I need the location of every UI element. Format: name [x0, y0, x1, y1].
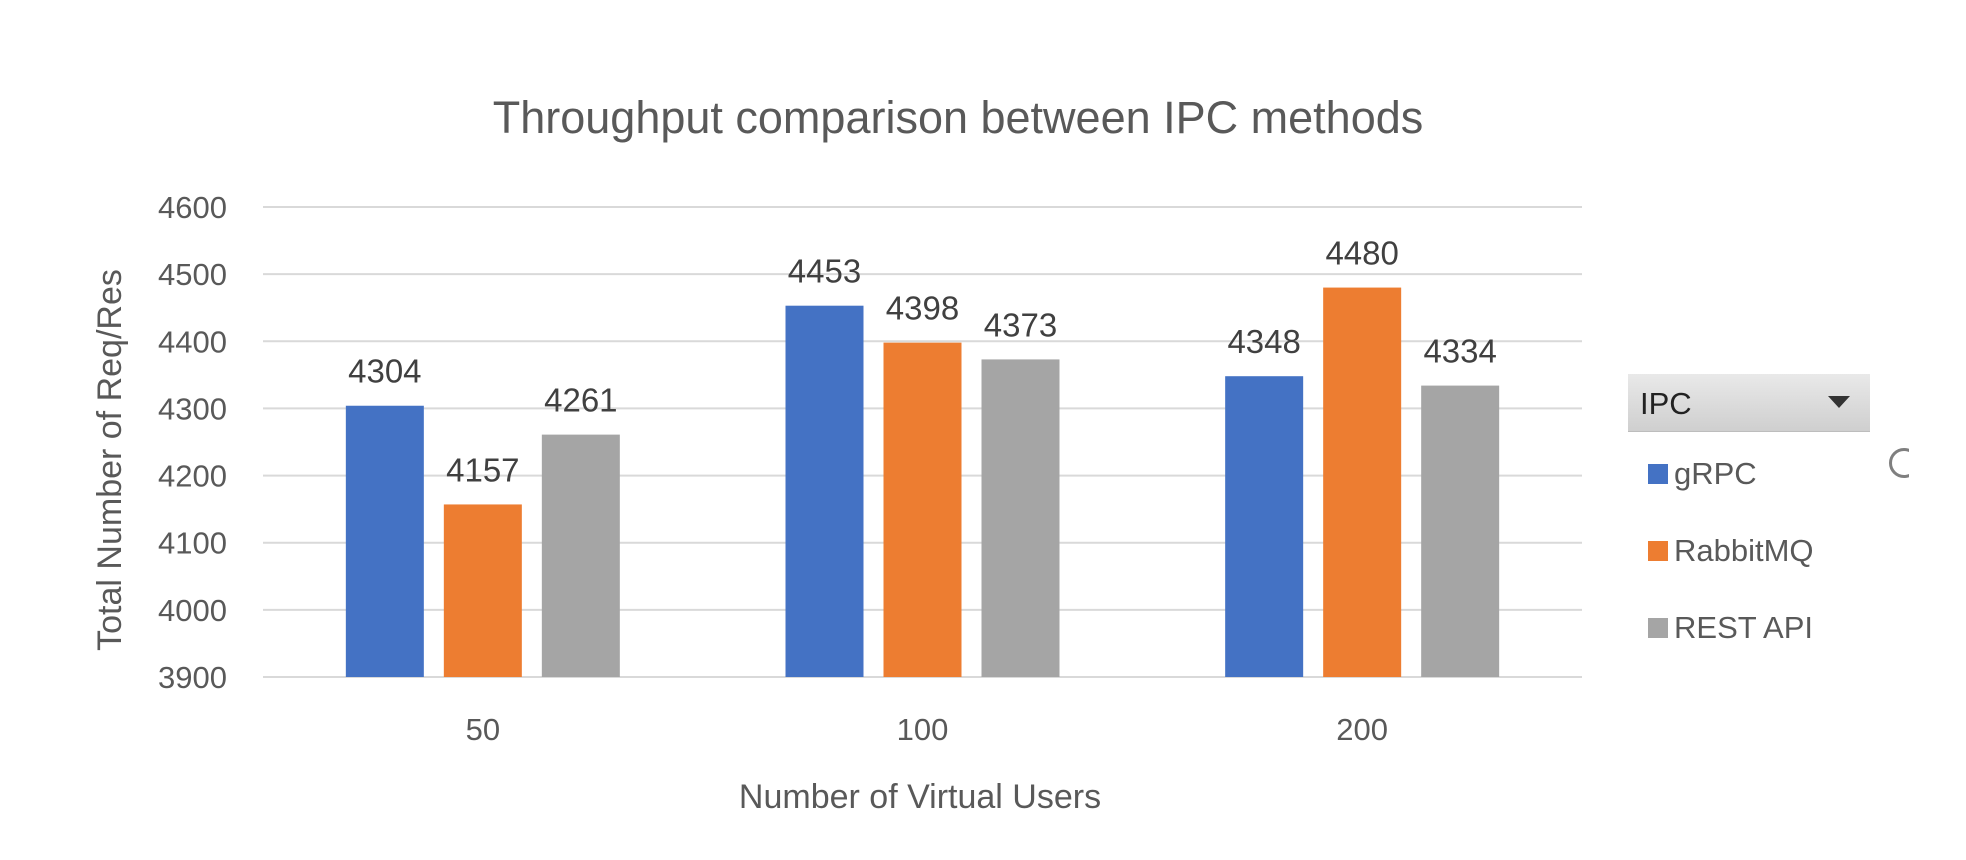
y-tick-label: 4300: [158, 391, 227, 426]
data-label: 4480: [1325, 235, 1398, 272]
x-tick-label: 100: [897, 712, 949, 747]
y-tick-label: 4100: [158, 526, 227, 561]
data-labels: 4304 4157 4261 4453 4398 4373 4348 4480 4334: [348, 235, 1497, 489]
bar-rest-api-200: [1421, 385, 1500, 677]
triangle-down-icon[interactable]: [1828, 396, 1850, 408]
y-tick-label: 4400: [158, 324, 227, 359]
y-tick-label: 3900: [158, 660, 227, 695]
bars: [345, 287, 1500, 677]
bar-rabbitmq-50: [443, 504, 522, 677]
circle-partial-icon: [1889, 448, 1909, 482]
bar-grpc-100: [785, 305, 864, 677]
data-label: 4398: [886, 290, 959, 327]
data-label: 4261: [544, 382, 617, 419]
x-axis-title: Number of Virtual Users: [739, 778, 1101, 816]
data-label: 4157: [446, 451, 519, 488]
y-tick-label: 4000: [158, 593, 227, 628]
y-axis-ticks: 3900 4000 4100 4200 4300 4400 4500 4600: [158, 190, 227, 695]
data-label: 4373: [984, 306, 1057, 343]
x-tick-label: 50: [466, 712, 500, 747]
y-tick-label: 4200: [158, 459, 227, 494]
legend-filter-label: IPC: [1640, 386, 1692, 421]
bar-rabbitmq-200: [1323, 287, 1402, 677]
data-label: 4453: [788, 253, 861, 290]
legend-filter-dropdown[interactable]: IPC: [1628, 374, 1870, 432]
legend-swatch: [1648, 541, 1668, 561]
y-axis-title: Total Number of Req/Res: [91, 269, 129, 651]
legend-label: REST API: [1674, 610, 1813, 645]
chart-title: Throughput comparison between IPC method…: [493, 92, 1424, 143]
legend-swatch: [1648, 464, 1668, 484]
y-tick-label: 4600: [158, 190, 227, 225]
x-axis-ticks: 50 100 200: [466, 712, 1388, 747]
bar-rest-api-100: [981, 359, 1060, 677]
y-tick-label: 4500: [158, 257, 227, 292]
legend-swatch: [1648, 618, 1668, 638]
bar-grpc-50: [345, 405, 424, 677]
bar-grpc-200: [1225, 376, 1304, 677]
data-label: 4334: [1423, 333, 1496, 370]
x-tick-label: 200: [1336, 712, 1388, 747]
bar-rest-api-50: [541, 434, 620, 677]
data-label: 4348: [1227, 323, 1300, 360]
bar-rabbitmq-100: [883, 342, 962, 677]
data-label: 4304: [348, 353, 421, 390]
legend-label: gRPC: [1674, 456, 1757, 491]
legend-label: RabbitMQ: [1674, 533, 1814, 568]
